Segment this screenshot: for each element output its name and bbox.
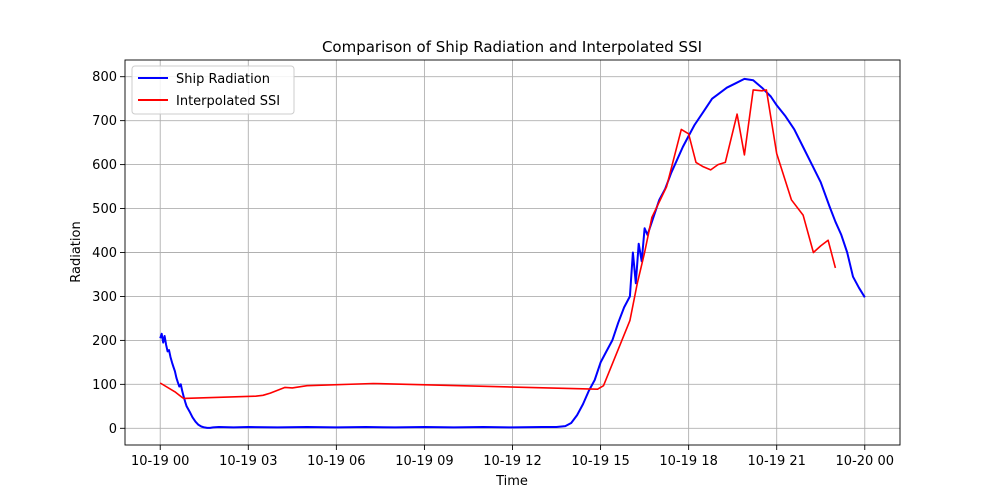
x-tick-label: 10-19 06 bbox=[307, 454, 365, 469]
y-tick-label: 500 bbox=[92, 202, 117, 217]
y-tick-label: 700 bbox=[92, 114, 117, 129]
x-tick-label: 10-19 21 bbox=[747, 454, 805, 469]
series-layer bbox=[159, 77, 866, 429]
x-tick-label: 10-20 00 bbox=[836, 454, 894, 469]
x-tick-label: 10-19 09 bbox=[395, 454, 453, 469]
legend-box bbox=[131, 65, 295, 115]
x-axis-label: Time bbox=[495, 474, 528, 489]
x-tick-label: 10-19 15 bbox=[571, 454, 629, 469]
y-axis-label: Radiation bbox=[69, 221, 84, 282]
y-tick-label: 200 bbox=[92, 334, 117, 349]
y-tick-label: 400 bbox=[92, 246, 117, 261]
legend: Ship Radiation Interpolated SSI bbox=[131, 65, 295, 115]
legend-label-interpolated-ssi: Interpolated SSI bbox=[176, 94, 280, 109]
y-tick-label: 100 bbox=[92, 378, 117, 393]
legend-label-ship-radiation: Ship Radiation bbox=[176, 72, 270, 87]
axis-ticks: 10-19 00 10-19 03 10-19 06 10-19 09 10-19 12… bbox=[92, 70, 894, 469]
chart-title: Comparison of Ship Radiation and Interpo… bbox=[322, 38, 702, 56]
x-tick-label: 10-19 00 bbox=[131, 454, 189, 469]
y-tick-label: 800 bbox=[92, 70, 117, 85]
series-line-ship-radiation bbox=[159, 77, 866, 429]
x-tick-label: 10-19 18 bbox=[659, 454, 717, 469]
y-tick-label: 0 bbox=[109, 422, 117, 437]
series-line-interpolated-ssi bbox=[159, 89, 837, 400]
y-tick-label: 300 bbox=[92, 290, 117, 305]
y-tick-label: 600 bbox=[92, 158, 117, 173]
x-tick-label: 10-19 03 bbox=[219, 454, 277, 469]
x-tick-label: 10-19 12 bbox=[483, 454, 541, 469]
